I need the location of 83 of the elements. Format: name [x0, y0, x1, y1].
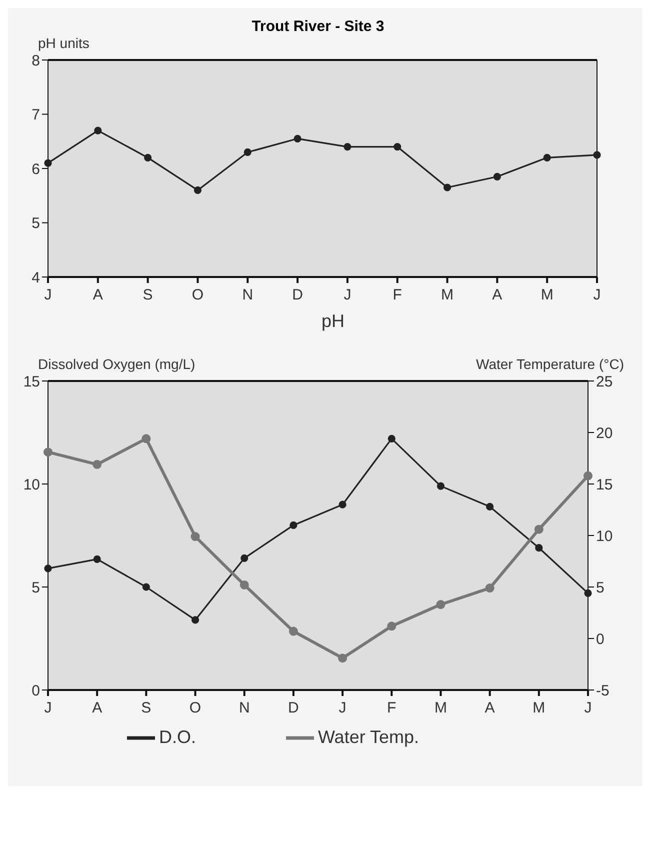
y-axis-title: Dissolved Oxygen (mg/L) — [38, 356, 196, 372]
x-tick-label: S — [142, 286, 153, 304]
y2-tick-label: 10 — [596, 528, 613, 545]
point — [443, 184, 452, 192]
point — [593, 151, 601, 159]
x-tick-label: M — [441, 286, 454, 304]
x-tick-label: M — [540, 286, 554, 304]
y2-tick-label: 25 — [596, 373, 613, 390]
point — [94, 126, 102, 134]
y-tick-label: 6 — [32, 160, 40, 178]
point — [387, 622, 396, 631]
point — [485, 584, 494, 593]
x-tick-label: O — [192, 286, 204, 304]
x-tick-label: M — [434, 700, 447, 717]
point — [394, 143, 402, 151]
point — [288, 626, 298, 636]
point — [44, 159, 52, 167]
point — [535, 544, 543, 552]
legend-label: Water Temp. — [318, 726, 420, 747]
point — [244, 148, 252, 156]
point — [290, 521, 298, 529]
point — [93, 555, 101, 563]
x-tick-label: S — [141, 700, 152, 717]
point — [142, 434, 151, 444]
legend-label: D.O. — [158, 726, 196, 747]
point — [142, 583, 150, 591]
point — [240, 554, 248, 562]
x-tick-label: J — [44, 700, 52, 717]
y-tick-label: 7 — [32, 106, 40, 124]
y-tick-label: 8 — [32, 52, 40, 70]
point — [338, 500, 346, 508]
x-tick-label: N — [242, 286, 254, 304]
chart-title: Trout River - Site 3 — [250, 18, 386, 35]
point — [92, 460, 102, 469]
y-tick-label: 5 — [32, 579, 40, 596]
y-tick-label: 15 — [23, 373, 40, 390]
y-tick-label: 10 — [23, 476, 40, 494]
y-axis-title: pH units — [38, 35, 90, 51]
point — [240, 580, 249, 590]
point — [493, 172, 501, 180]
point — [344, 143, 352, 151]
x-tick-label: D — [288, 700, 300, 717]
x-tick-label: D — [292, 286, 304, 304]
y2-axis-title: Water Temperature (°C) — [476, 356, 624, 372]
point — [486, 502, 494, 510]
x-tick-label: O — [189, 700, 202, 717]
point — [338, 654, 348, 663]
point — [190, 532, 200, 542]
y-tick-label: 4 — [32, 269, 40, 286]
point — [543, 154, 551, 162]
point — [584, 471, 592, 480]
point — [44, 448, 52, 457]
x-axis-title: pH — [320, 311, 346, 332]
x-tick-label: A — [492, 286, 502, 304]
point — [44, 564, 52, 572]
x-tick-label: J — [584, 700, 592, 717]
y2-tick-label: 20 — [596, 424, 613, 442]
x-tick-label: N — [238, 700, 250, 717]
y2-tick-label: 15 — [596, 476, 613, 494]
x-tick-label: J — [338, 700, 346, 717]
x-tick-label: F — [392, 286, 402, 304]
x-tick-label: A — [92, 286, 103, 304]
point — [191, 616, 200, 624]
point — [436, 600, 446, 610]
point — [294, 134, 302, 142]
y-tick-label: 0 — [32, 682, 40, 700]
point — [584, 589, 592, 597]
y2-tick-label: -5 — [596, 682, 610, 700]
point — [436, 482, 445, 490]
x-tick-label: J — [593, 286, 601, 304]
y2-tick-label: 0 — [596, 630, 604, 648]
x-tick-label: J — [44, 286, 52, 304]
x-tick-label: F — [387, 700, 396, 717]
point — [194, 186, 202, 194]
x-tick-label: A — [92, 700, 102, 717]
point — [144, 154, 152, 162]
point — [388, 434, 396, 442]
x-tick-label: A — [484, 700, 495, 717]
y-tick-label: 5 — [32, 215, 40, 232]
x-tick-label: M — [532, 700, 546, 717]
point — [534, 524, 544, 534]
x-tick-label: J — [344, 286, 352, 304]
y2-tick-label: 5 — [596, 579, 604, 596]
